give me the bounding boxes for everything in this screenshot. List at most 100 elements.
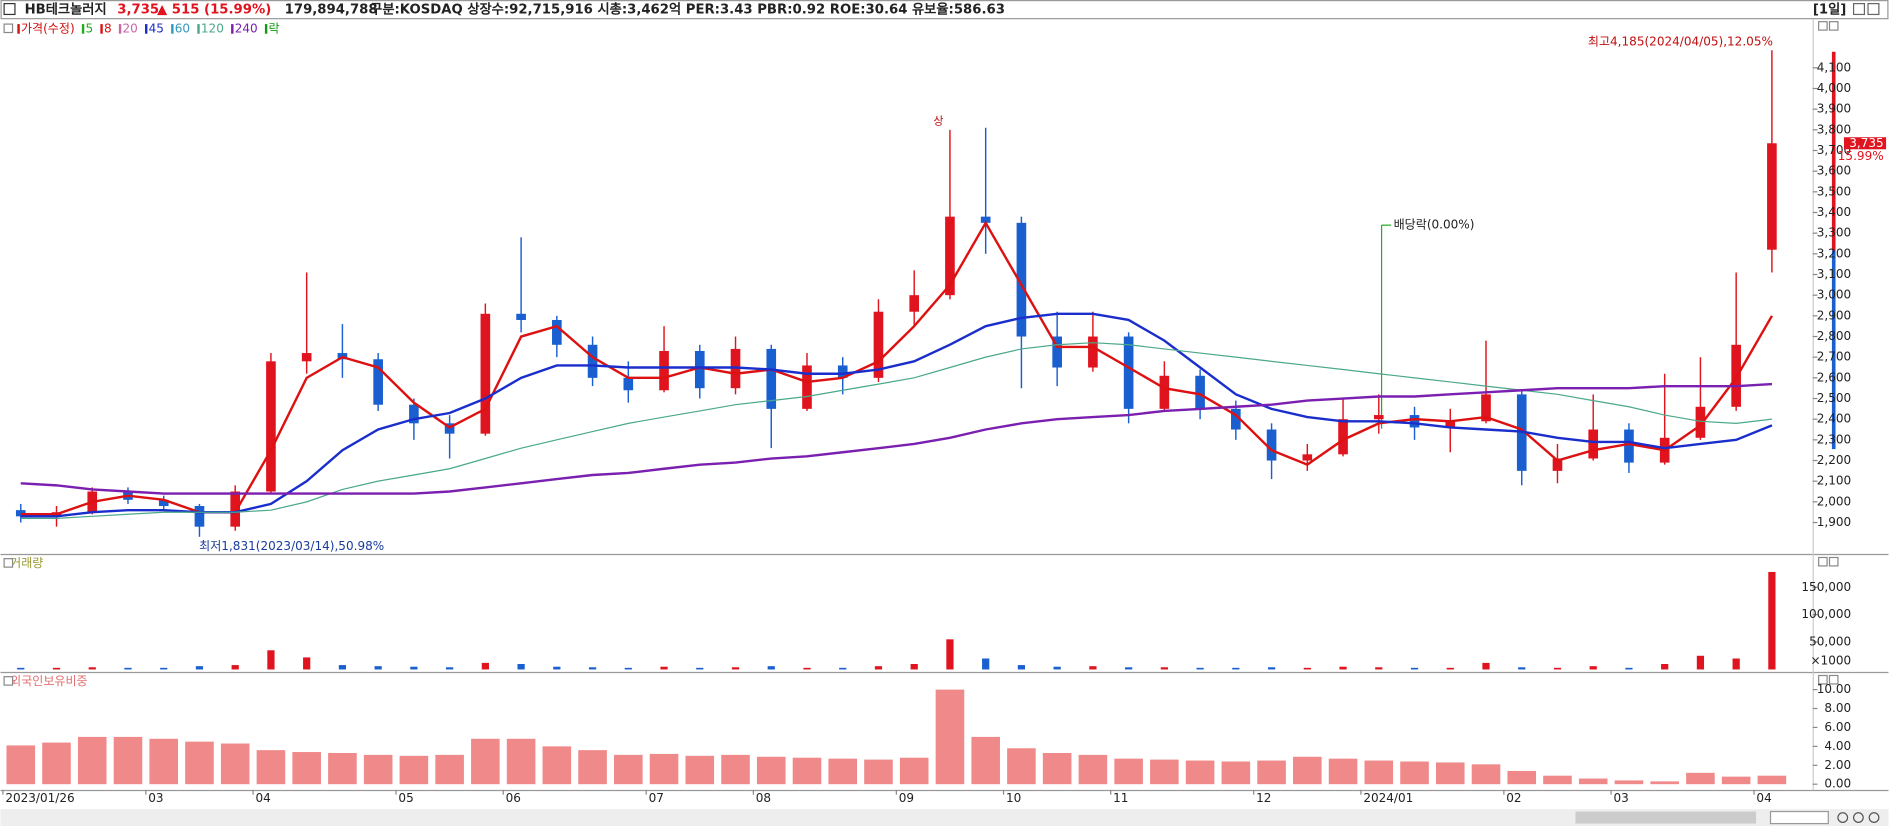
x-tick-label: 11 xyxy=(1113,791,1128,805)
foreign-bar xyxy=(328,752,357,785)
volume-bar xyxy=(1375,667,1383,670)
scrollbar[interactable] xyxy=(0,809,1889,826)
volume-bar xyxy=(1053,666,1061,670)
volume-bar xyxy=(1625,667,1633,670)
foreign-bar xyxy=(292,752,321,785)
dividend-annotation: 배당락(0.00%) xyxy=(1394,218,1475,232)
window-button[interactable] xyxy=(1867,3,1880,16)
volume-bar xyxy=(1303,667,1311,670)
panel-button[interactable] xyxy=(1818,21,1828,31)
foreign-bar xyxy=(1471,764,1501,785)
candle-body xyxy=(802,365,812,409)
checkbox[interactable] xyxy=(3,3,16,16)
foreign-bar xyxy=(649,753,679,785)
scroll-thumb[interactable] xyxy=(1575,811,1757,824)
panel-button[interactable] xyxy=(1828,21,1839,31)
current-price: 3,735 xyxy=(1849,136,1883,150)
y-tick-label: 50,000 xyxy=(1809,635,1851,649)
volume-bar xyxy=(17,667,25,670)
candle-body xyxy=(1767,143,1777,250)
candle-body xyxy=(373,359,383,405)
zoom-button[interactable] xyxy=(1837,812,1849,823)
x-tick-label: 08 xyxy=(756,791,771,805)
volume-bar xyxy=(803,667,811,670)
candle-body xyxy=(1052,336,1062,368)
range-indicator xyxy=(1831,250,1836,450)
foreign-bar xyxy=(1757,775,1787,785)
y-tick-label: 3,800 xyxy=(1817,122,1851,136)
legend-swatch xyxy=(81,24,85,34)
legend-label: 60 xyxy=(175,21,190,35)
zoom-button[interactable] xyxy=(1852,812,1864,823)
foreign-bar xyxy=(42,742,71,785)
volume-bar xyxy=(553,666,561,670)
x-tick-label: 07 xyxy=(649,791,664,805)
volume-bar xyxy=(1017,665,1026,670)
panel-button[interactable] xyxy=(1828,674,1839,685)
volume-bar xyxy=(195,666,204,670)
y-tick-label: 2,900 xyxy=(1817,308,1851,322)
foreign-bar xyxy=(471,738,500,785)
candle-body xyxy=(1088,336,1098,368)
volume-bar xyxy=(874,666,883,670)
stock-volume: 179,894,788 xyxy=(285,3,378,18)
stock-info: 구분:KOSDAQ 상장수:92,715,916 시총:3,462억 PER:3… xyxy=(370,1,1005,18)
period-button[interactable]: [1일] xyxy=(1813,2,1846,18)
candle-body xyxy=(552,319,562,345)
panel-button[interactable] xyxy=(1828,556,1839,567)
volume-bar xyxy=(660,666,668,670)
ma-line xyxy=(20,382,1773,495)
foreign-bar xyxy=(1221,761,1251,785)
y-tick-label: 3,300 xyxy=(1817,226,1851,240)
zoom-slider[interactable] xyxy=(1769,810,1829,825)
zoom-button[interactable] xyxy=(1868,812,1880,823)
candle-body xyxy=(1373,415,1384,420)
y-tick-label: 3,100 xyxy=(1817,267,1851,281)
x-tick-label: 04 xyxy=(1756,791,1771,805)
volume-bar xyxy=(1589,666,1597,670)
candle-body xyxy=(1445,421,1456,428)
foreign-bar xyxy=(1007,748,1036,785)
foreign-bar xyxy=(828,758,858,785)
foreign-bar xyxy=(1543,775,1572,785)
candle-body xyxy=(230,491,241,527)
foreign-bar xyxy=(149,738,179,785)
candle-body xyxy=(659,350,669,391)
volume-bar xyxy=(1518,667,1526,670)
y-tick-label: 2,700 xyxy=(1817,350,1851,364)
candle-body xyxy=(516,313,526,320)
volume-bar xyxy=(1553,667,1562,670)
foreign-bar xyxy=(1686,772,1715,785)
candle-body xyxy=(837,365,848,378)
volume-bar xyxy=(160,667,168,670)
volume-unit: ×1000 xyxy=(1810,654,1851,668)
foreign-bar xyxy=(1364,760,1394,785)
volume-bar xyxy=(1661,663,1669,670)
candle-body xyxy=(1409,415,1420,428)
x-tick-label: 2024/01 xyxy=(1363,791,1413,805)
panel-button[interactable] xyxy=(1818,674,1828,685)
y-tick-label: 6.00 xyxy=(1824,720,1851,734)
x-tick-label: 2023/01/26 xyxy=(5,791,74,805)
stock-change: ▲ 515 (15.99%) xyxy=(157,3,271,18)
volume-bar xyxy=(1339,666,1347,670)
y-tick-label: 2,600 xyxy=(1817,370,1851,384)
candle-body xyxy=(1695,406,1706,438)
y-tick-label: 2,400 xyxy=(1817,412,1851,426)
volume-bar xyxy=(231,665,239,670)
foreign-bar xyxy=(1650,781,1679,785)
panel-button[interactable] xyxy=(1818,556,1828,567)
foreign-bar xyxy=(971,736,1000,785)
volume-bar xyxy=(1696,655,1705,670)
x-tick-label: 02 xyxy=(1506,791,1521,805)
window-button[interactable] xyxy=(1852,3,1866,16)
candle-body xyxy=(266,361,276,492)
legend-swatch xyxy=(231,24,234,34)
candle-body xyxy=(980,216,991,223)
ma-line xyxy=(20,312,1773,518)
candle-body xyxy=(694,350,705,389)
volume-bar xyxy=(910,663,918,670)
legend-label: 120 xyxy=(201,21,224,35)
y-tick-label: 2.00 xyxy=(1824,758,1851,772)
volume-bar xyxy=(1732,658,1740,670)
